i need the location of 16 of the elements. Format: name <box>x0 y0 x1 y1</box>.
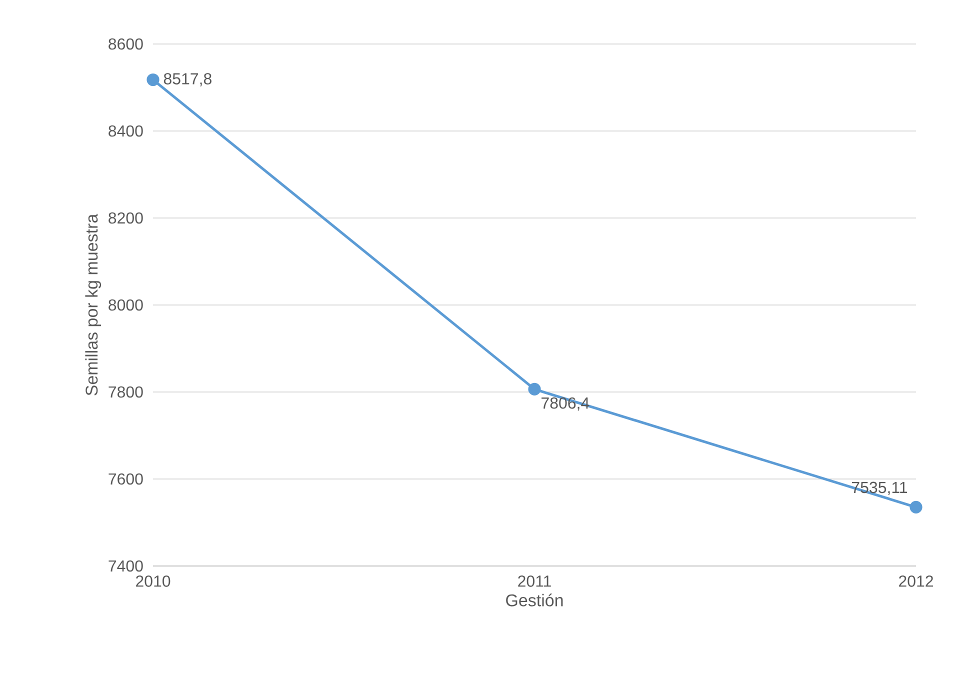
y-tick-label: 8400 <box>108 125 143 137</box>
x-tick-label: 2010 <box>136 576 170 587</box>
x-tick-label: 2011 <box>518 576 551 587</box>
y-tick-label: 8000 <box>108 299 143 311</box>
point <box>146 73 160 86</box>
y-tick-label: 8600 <box>108 38 143 50</box>
point <box>910 500 922 514</box>
point <box>528 382 541 396</box>
x-axis-title: Gestión <box>506 594 563 606</box>
y-axis-title: Semillas por kg muestra <box>85 214 102 396</box>
y-tick-label: 7800 <box>108 386 143 398</box>
x-tick-label: 2012 <box>899 576 933 587</box>
y-tick-label: 7600 <box>108 473 143 485</box>
data-label: 8517,8 <box>164 73 212 86</box>
y-tick-label: 8200 <box>108 212 143 224</box>
y-tick-label: 7400 <box>108 560 143 572</box>
